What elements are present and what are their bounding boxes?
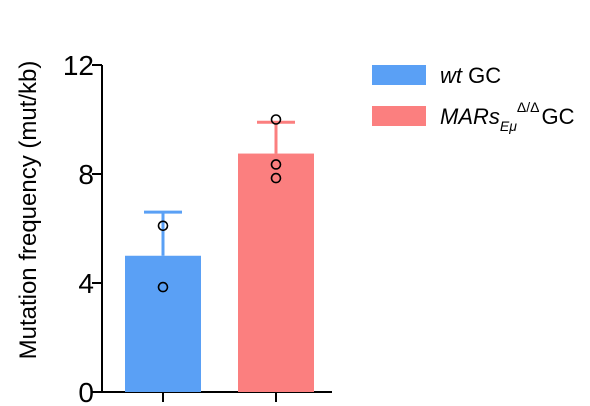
bar-2 <box>238 153 314 392</box>
data-points <box>157 114 282 293</box>
data-point-2-1 <box>270 114 282 125</box>
bars <box>125 153 314 392</box>
data-point-1-1 <box>157 220 169 232</box>
data-point-2-2 <box>270 159 282 170</box>
data-point-2-3 <box>270 172 282 184</box>
y-tick-label: 0 <box>78 377 94 406</box>
bar-1 <box>125 255 201 392</box>
legend-label-2: MARsEμΔ/ΔGC <box>440 99 575 134</box>
legend-swatch-1 <box>372 65 426 85</box>
legend-label-1: wt GC <box>440 63 501 88</box>
legend: wt GC MARsEμΔ/ΔGC <box>372 63 575 134</box>
error-bars <box>144 120 295 256</box>
y-axis-label: Mutation frequency (mut/kb) <box>15 61 42 360</box>
data-point-1-2 <box>157 281 169 293</box>
legend-swatch-2 <box>372 106 426 126</box>
y-tick-label: 8 <box>78 159 94 190</box>
y-tick-label: 12 <box>63 50 94 81</box>
y-tick-label: 4 <box>78 268 94 299</box>
